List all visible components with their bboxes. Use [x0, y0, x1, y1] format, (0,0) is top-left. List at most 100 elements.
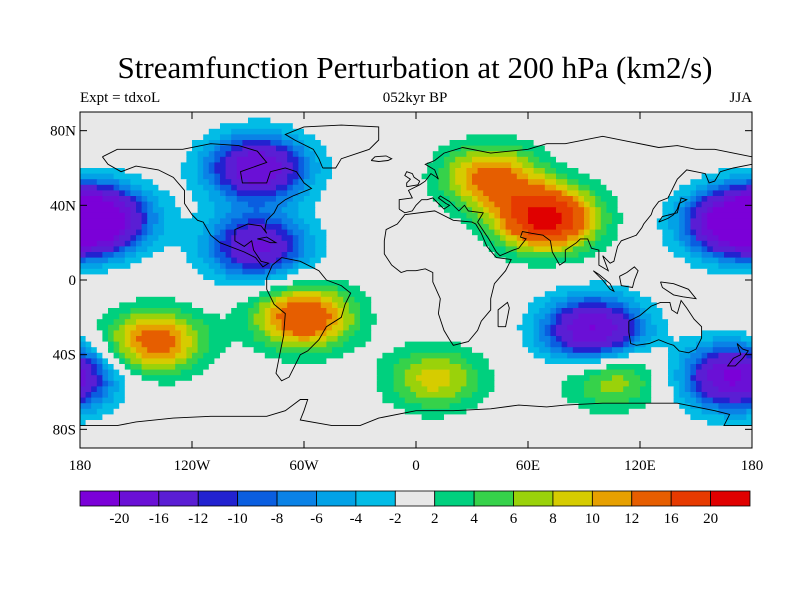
contour-cell	[225, 268, 243, 275]
colorbar-label: 20	[703, 511, 718, 527]
contour-cell	[108, 268, 199, 275]
contour-cell	[578, 179, 602, 186]
contour-cell	[281, 336, 299, 343]
contour-cell	[729, 173, 752, 180]
contour-cell	[404, 369, 423, 376]
contour-cell	[85, 252, 103, 259]
contour-cell	[466, 408, 591, 415]
contour-cell	[141, 190, 154, 197]
contour-cell	[679, 212, 686, 219]
contour-cell	[276, 173, 288, 180]
contour-cell	[488, 207, 501, 214]
contour-cell	[696, 341, 714, 348]
contour-cell	[668, 319, 752, 326]
contour-cell	[421, 380, 451, 387]
contour-cell	[276, 229, 288, 236]
contour-cell	[696, 386, 703, 393]
contour-cell	[600, 179, 691, 186]
contour-cell	[696, 347, 714, 354]
contour-cell	[85, 369, 92, 376]
contour-cell	[80, 196, 103, 203]
contour-cell	[214, 280, 266, 287]
contour-cell	[360, 319, 378, 326]
contour-cell	[225, 173, 238, 180]
contour-cell	[124, 364, 131, 371]
contour-cell	[729, 380, 736, 387]
colorbar-label: -6	[310, 511, 323, 527]
contour-cell	[634, 369, 652, 376]
contour-cell	[696, 380, 703, 387]
contour-cell	[668, 369, 675, 376]
contour-cell	[304, 145, 311, 152]
contour-cell	[623, 341, 630, 348]
contour-cell	[220, 246, 232, 253]
contour-cell	[220, 179, 232, 186]
contour-cell	[130, 235, 137, 242]
contour-cell	[304, 162, 311, 169]
contour-cell	[662, 235, 675, 242]
contour-cell	[119, 229, 126, 236]
contour-cell	[270, 274, 288, 281]
contour-cell	[348, 336, 372, 343]
contour-cell	[561, 341, 568, 348]
contour-cell	[533, 140, 752, 147]
contour-cell	[242, 341, 266, 348]
contour-cell	[589, 375, 613, 382]
contour-cell	[270, 319, 283, 326]
contour-cell	[203, 145, 215, 152]
contour-cell	[584, 218, 591, 225]
contour-cell	[320, 291, 339, 298]
contour-cell	[80, 162, 182, 169]
contour-cell	[572, 224, 585, 231]
contour-cell	[606, 336, 624, 343]
contour-cell	[276, 190, 288, 197]
contour-cell	[292, 240, 299, 247]
contour-cell	[511, 168, 523, 175]
contour-cell	[80, 117, 249, 124]
contour-cell	[130, 313, 176, 320]
contour-cell	[337, 308, 344, 315]
contour-cell	[690, 212, 697, 219]
contour-cell	[186, 319, 204, 326]
contour-cell	[208, 324, 249, 331]
contour-cell	[382, 352, 411, 359]
contour-cell	[231, 341, 243, 348]
contour-cell	[696, 229, 703, 236]
contour-cell	[281, 252, 288, 259]
contour-cell	[287, 156, 299, 163]
contour-cell	[113, 341, 120, 348]
coast-sumatra	[592, 270, 615, 293]
contour-cell	[707, 184, 719, 191]
contour-cell	[231, 151, 249, 158]
contour-cell	[701, 352, 708, 359]
contour-cell	[589, 224, 596, 231]
contour-cell	[449, 184, 462, 191]
contour-cell	[203, 156, 215, 163]
contour-cell	[724, 369, 742, 376]
contour-cell	[264, 201, 288, 208]
contour-cell	[124, 319, 137, 326]
contour-cell	[472, 364, 490, 371]
contour-cell	[225, 212, 243, 219]
contour-cell	[80, 420, 87, 427]
contour-cell	[80, 201, 115, 208]
contour-cell	[186, 179, 199, 186]
contour-cell	[427, 162, 445, 169]
contour-cell	[124, 386, 378, 393]
contour-cell	[444, 156, 456, 163]
contour-cell	[662, 201, 675, 208]
contour-cell	[567, 341, 613, 348]
contour-cell	[180, 212, 193, 219]
contour-cell	[673, 369, 686, 376]
contour-cell	[130, 336, 137, 343]
contour-cell	[416, 392, 456, 399]
contour-cell	[505, 246, 518, 253]
contour-cell	[326, 240, 484, 247]
contour-cell	[651, 319, 669, 326]
contour-cell	[449, 358, 467, 365]
contour-cell	[91, 364, 98, 371]
contour-cell	[180, 308, 204, 315]
contour-cell	[690, 224, 703, 231]
contour-cell	[460, 397, 484, 404]
contour-cell	[208, 235, 215, 242]
